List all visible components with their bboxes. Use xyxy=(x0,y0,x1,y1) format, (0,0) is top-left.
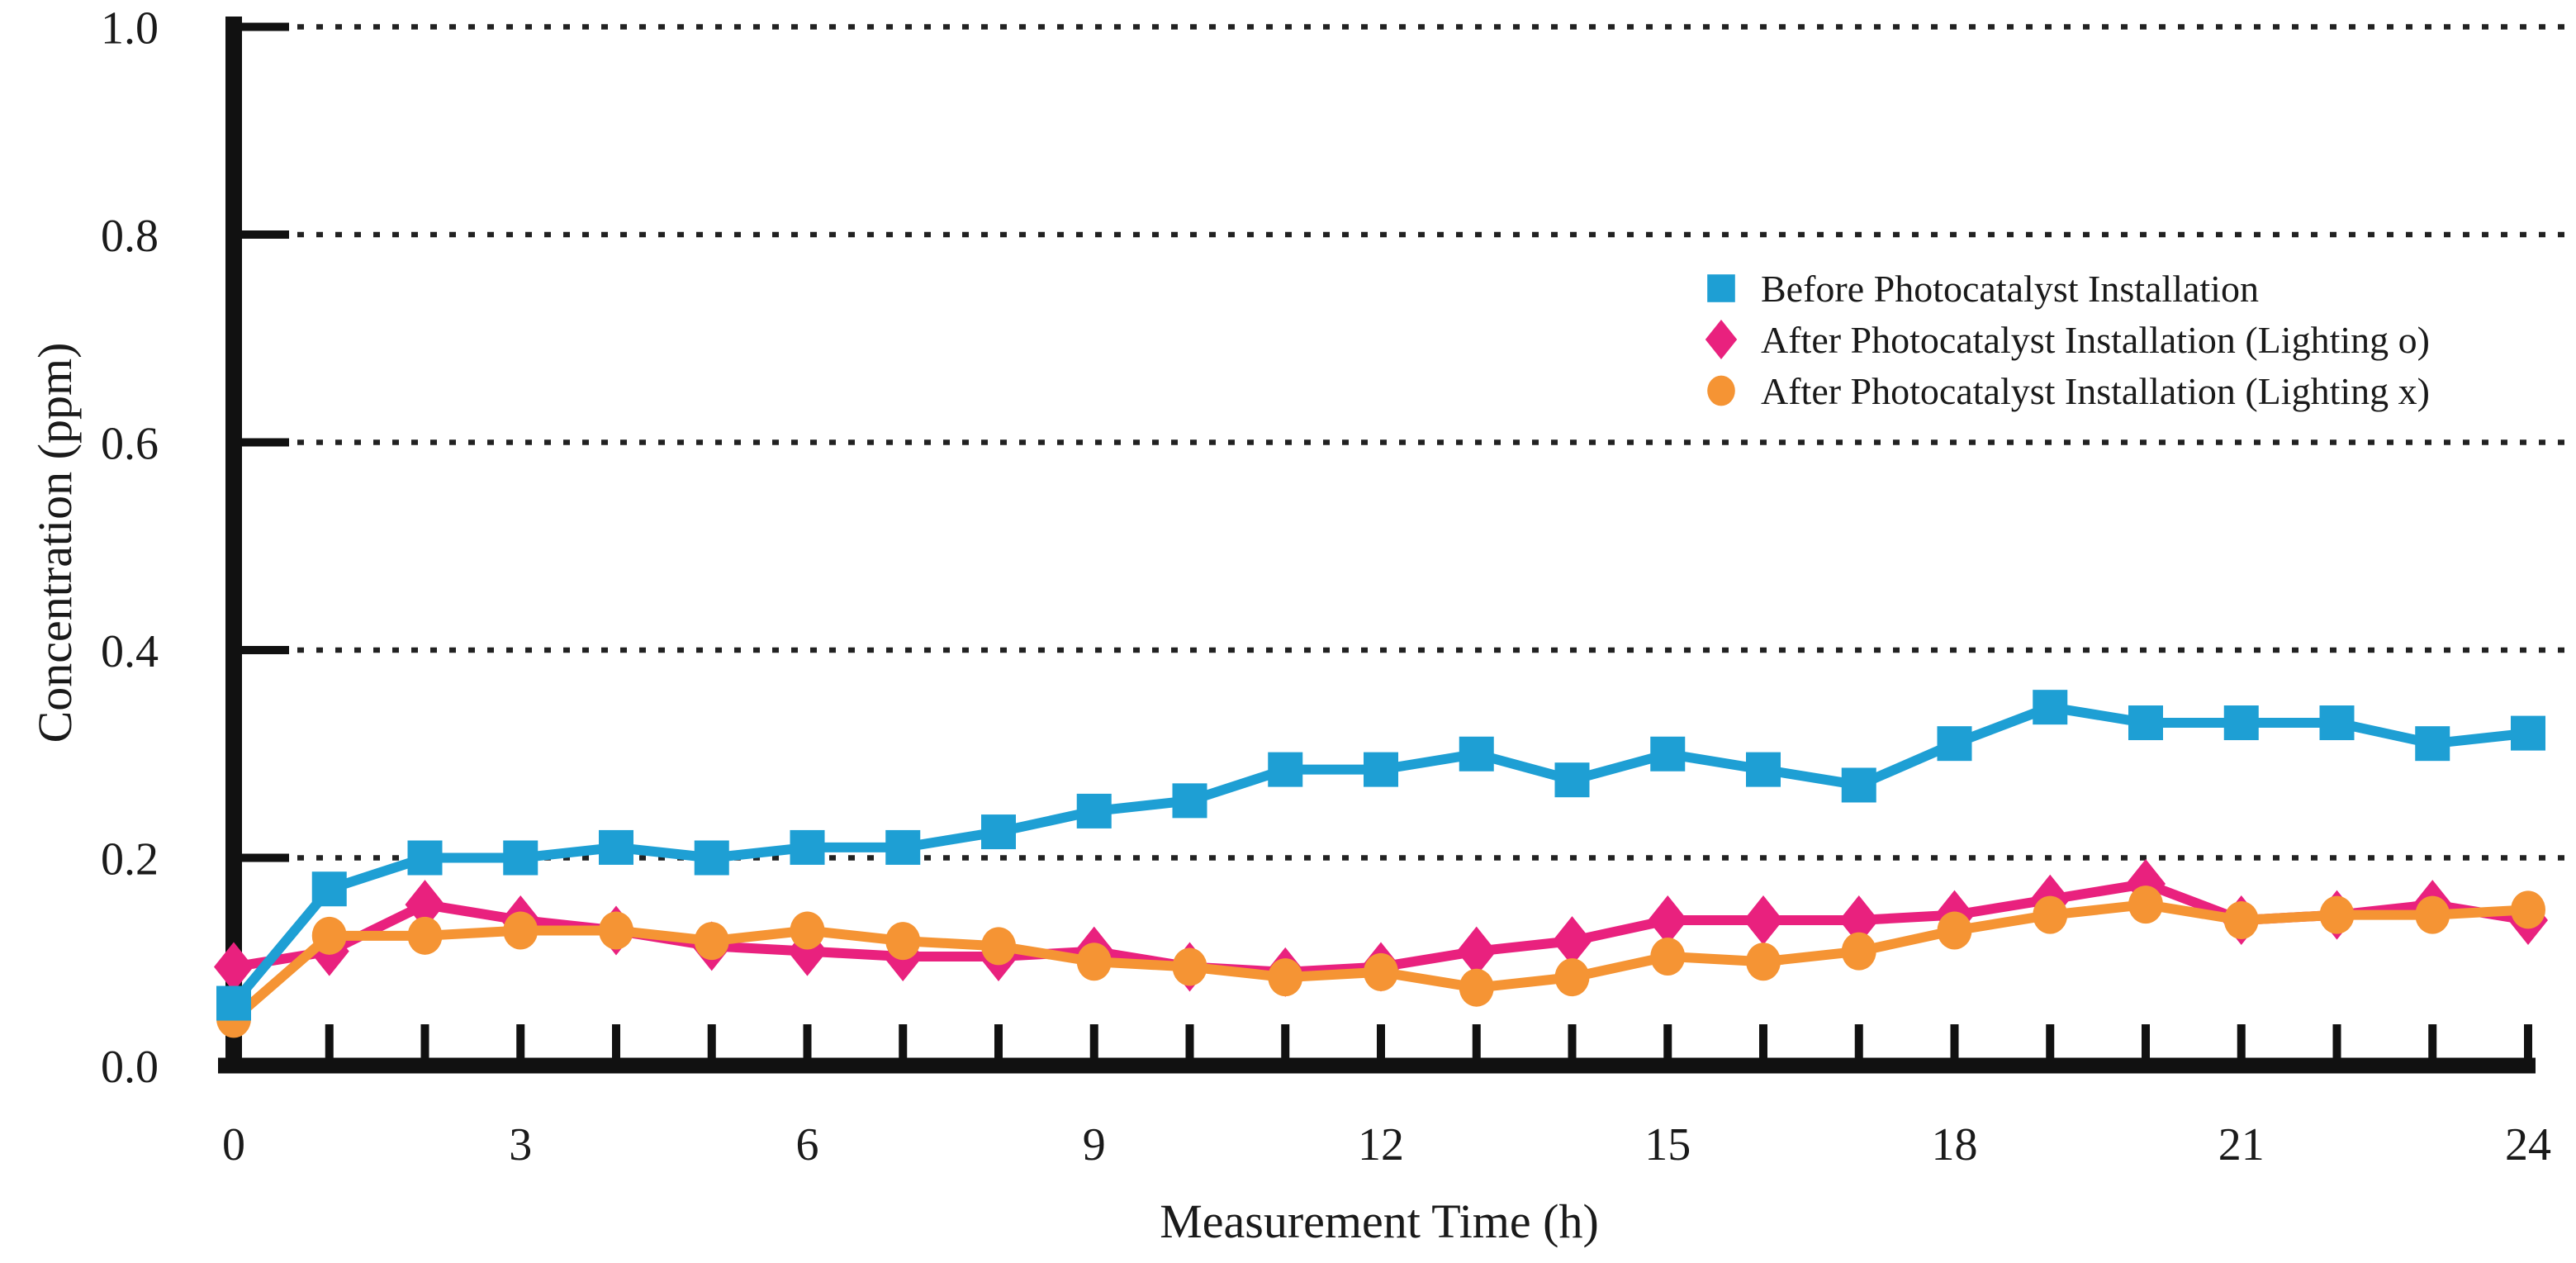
circle-marker xyxy=(311,916,347,955)
y-axis-title: Concentration (ppm) xyxy=(28,343,82,743)
y-tick-label: 0.2 xyxy=(101,834,159,886)
legend-label: After Photocatalyst Installation (Lighti… xyxy=(1761,319,2430,361)
diamond-marker xyxy=(1456,926,1497,976)
square-marker xyxy=(216,985,251,1021)
square-marker xyxy=(2128,705,2163,741)
circle-marker xyxy=(981,927,1016,966)
square-marker xyxy=(407,840,443,876)
circle-marker xyxy=(1268,958,1303,997)
diamond-marker xyxy=(405,880,445,930)
square-marker xyxy=(694,840,729,876)
circle-marker xyxy=(2319,895,2355,934)
circle-marker xyxy=(1076,943,1112,981)
square-marker xyxy=(2223,705,2259,741)
square-marker xyxy=(1937,726,1972,762)
y-tick-label: 0.0 xyxy=(101,1042,159,1093)
diamond-marker xyxy=(214,942,254,992)
circle-marker xyxy=(2223,900,2259,939)
y-tick-label: 0.4 xyxy=(101,626,159,677)
square-marker xyxy=(2319,705,2355,741)
legend-label: Before Photocatalyst Installation xyxy=(1761,268,2259,310)
x-tick-label: 12 xyxy=(1358,1119,1404,1170)
circle-marker xyxy=(694,922,729,961)
square-marker xyxy=(790,829,825,865)
circle-marker xyxy=(1459,968,1494,1007)
circle-marker xyxy=(1364,952,1398,991)
x-tick-label: 18 xyxy=(1932,1119,1978,1170)
circle-marker xyxy=(2415,895,2450,934)
square-marker xyxy=(1554,762,1590,798)
y-tick-label: 0.6 xyxy=(101,419,159,470)
square-marker xyxy=(1172,783,1207,819)
square-marker xyxy=(599,829,633,865)
circle-marker xyxy=(1707,375,1735,406)
circle-marker xyxy=(503,911,538,950)
circle-marker xyxy=(885,922,921,961)
y-tick-label: 0.8 xyxy=(101,211,159,262)
diamond-marker xyxy=(1838,895,1879,945)
legend: Before Photocatalyst Installation After P… xyxy=(1705,268,2430,412)
x-tick-label: 9 xyxy=(1083,1119,1106,1170)
x-axis-title: Measurement Time (h) xyxy=(1160,1194,1599,1248)
circle-marker xyxy=(599,911,633,950)
square-marker xyxy=(2415,726,2450,762)
diamond-marker xyxy=(1648,895,1688,945)
square-marker xyxy=(885,829,921,865)
square-marker xyxy=(1707,274,1735,302)
x-tick-label: 21 xyxy=(2218,1119,2265,1170)
circle-marker xyxy=(2033,895,2068,934)
circle-marker xyxy=(2511,890,2545,929)
circle-marker xyxy=(407,916,443,955)
square-marker xyxy=(1841,767,1876,803)
circle-marker xyxy=(790,911,825,950)
x-tick-label: 0 xyxy=(222,1119,245,1170)
x-tick-label: 3 xyxy=(509,1119,532,1170)
circle-marker xyxy=(1172,947,1207,986)
circle-marker xyxy=(1554,958,1590,997)
y-tick-label: 1.0 xyxy=(101,3,159,55)
x-tick-label: 6 xyxy=(796,1119,819,1170)
square-marker xyxy=(1459,736,1494,772)
circle-marker xyxy=(1937,911,1972,950)
legend-label: After Photocatalyst Installation (Lighti… xyxy=(1761,370,2430,412)
series-square xyxy=(216,690,2545,1021)
diamond-marker xyxy=(1743,895,1783,945)
square-marker xyxy=(1268,752,1303,787)
square-marker xyxy=(1076,793,1112,829)
square-marker xyxy=(503,840,538,876)
square-marker xyxy=(1746,752,1781,787)
square-marker xyxy=(1364,752,1398,787)
circle-marker xyxy=(2128,886,2163,924)
series-circle xyxy=(216,886,2545,1038)
square-marker xyxy=(981,814,1016,850)
square-marker xyxy=(311,871,347,907)
diamond-marker xyxy=(1552,916,1592,966)
diamond-marker xyxy=(1705,320,1738,359)
circle-marker xyxy=(1650,937,1686,976)
x-tick-label: 24 xyxy=(2505,1119,2551,1170)
x-tick-label: 15 xyxy=(1644,1119,1691,1170)
circle-marker xyxy=(1841,932,1876,971)
square-marker xyxy=(1650,736,1686,772)
circle-marker xyxy=(1746,943,1781,981)
square-marker xyxy=(2033,690,2068,725)
square-marker xyxy=(2511,715,2545,751)
